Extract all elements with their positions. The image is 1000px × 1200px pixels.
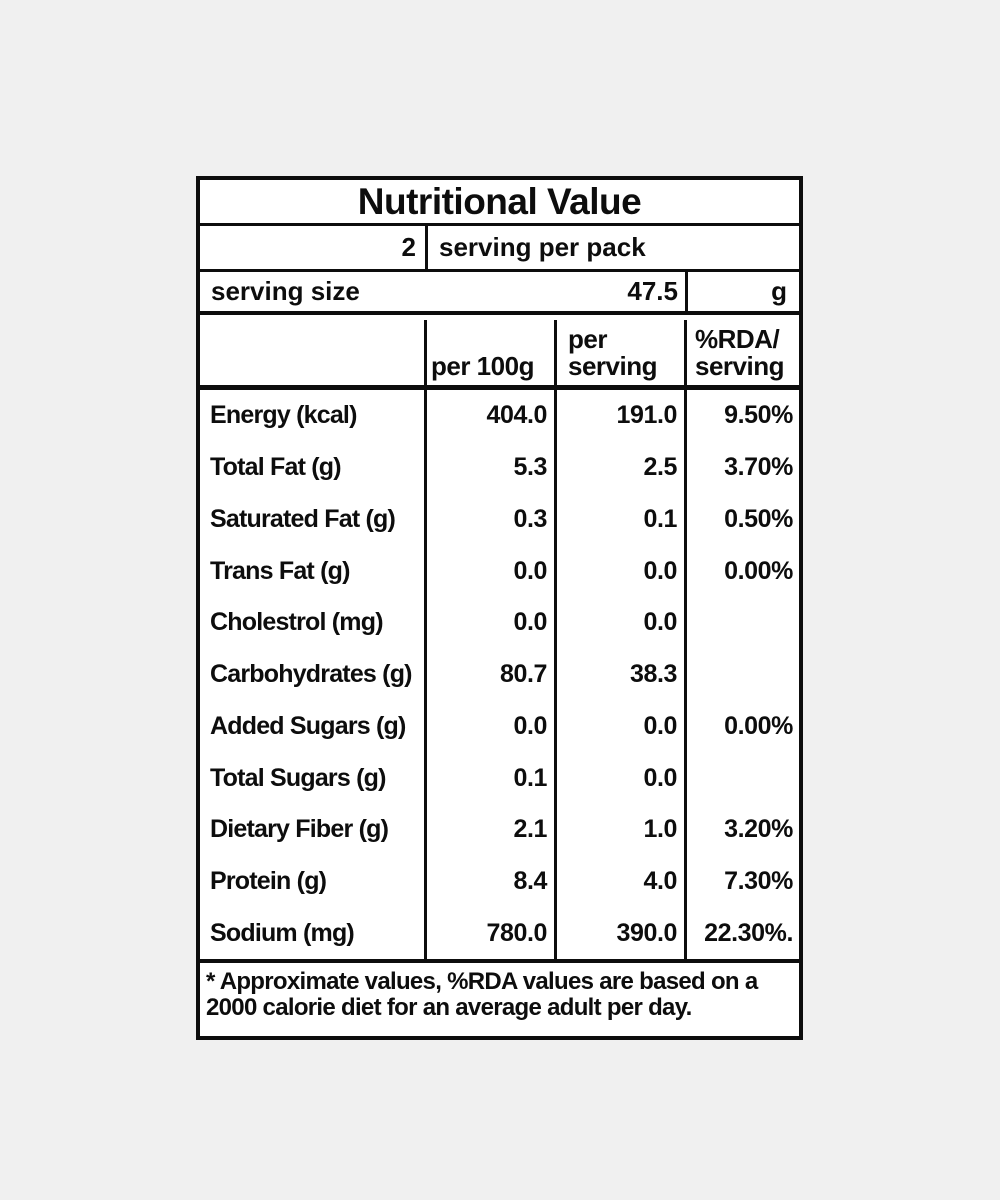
value-per-serving: 0.0 xyxy=(643,763,677,792)
value-per-100g: 0.0 xyxy=(513,556,547,585)
value-per-100g: 8.4 xyxy=(513,866,547,895)
value-per-serving: 2.5 xyxy=(643,453,677,482)
servings-count: 2 xyxy=(401,232,416,262)
value-rda: 3.20% xyxy=(724,815,793,844)
value-per-100g: 0.0 xyxy=(513,711,547,740)
column-divider-3 xyxy=(683,320,687,963)
nutrient-name: Carbohydrates (g) xyxy=(210,660,413,689)
value-per-100g: 0.3 xyxy=(513,504,547,533)
value-per-serving: 1.0 xyxy=(643,815,677,844)
value-per-100g: 5.3 xyxy=(513,453,547,482)
servings-text-cell: serving per pack xyxy=(428,226,799,269)
serving-size-cell: serving size 47.5 xyxy=(200,272,688,311)
value-rda: 7.30% xyxy=(724,866,793,895)
table-row-protein: Protein (g) 8.4 4.0 7.30% xyxy=(200,856,799,908)
value-per-serving: 0.0 xyxy=(643,556,677,585)
serving-size-unit-cell: g xyxy=(688,272,799,311)
value-per-100g: 0.0 xyxy=(513,608,547,637)
value-per-100g: 80.7 xyxy=(499,660,547,689)
table-row-total-sugars: Total Sugars (g) 0.1 0.0 xyxy=(200,752,799,804)
value-rda: 22.30%. xyxy=(704,918,793,947)
nutrient-name: Dietary Fiber (g) xyxy=(210,815,389,844)
value-per-100g: 0.1 xyxy=(513,763,547,792)
nutrition-table: per 100g per serving %RDA/ serving Energ… xyxy=(200,315,799,963)
label-title-row: Nutritional Value xyxy=(200,180,799,226)
value-rda: 0.00% xyxy=(724,711,793,740)
nutrition-label: Nutritional Value 2 serving per pack ser… xyxy=(196,176,803,1040)
serving-size-unit: g xyxy=(771,276,787,306)
footnote: * Approximate values, %RDA values are ba… xyxy=(200,963,799,1036)
table-row-cholestrol: Cholestrol (mg) 0.0 0.0 xyxy=(200,597,799,649)
servings-text: serving per pack xyxy=(439,232,646,262)
label-title: Nutritional Value xyxy=(357,180,642,222)
table-row-sodium: Sodium (mg) 780.0 390.0 22.30%. xyxy=(200,907,799,959)
table-row-saturated-fat: Saturated Fat (g) 0.3 0.1 0.50% xyxy=(200,493,799,545)
value-per-100g: 404.0 xyxy=(486,401,547,430)
header-per-serving: per serving xyxy=(556,315,686,385)
value-rda: 0.50% xyxy=(724,504,793,533)
nutrient-name: Total Sugars (g) xyxy=(210,763,386,792)
table-row-added-sugars: Added Sugars (g) 0.0 0.0 0.00% xyxy=(200,700,799,752)
servings-count-cell: 2 xyxy=(200,226,428,269)
header-nutrient-cell xyxy=(200,315,425,385)
column-divider-2 xyxy=(553,320,557,963)
header-rda-serving: %RDA/ serving xyxy=(686,315,799,385)
header-rda-line2: serving xyxy=(695,351,785,381)
header-per-100g: per 100g xyxy=(425,315,556,385)
header-per-100g-text: per 100g xyxy=(431,351,534,381)
nutrient-rows: Energy (kcal) 404.0 191.0 9.50% Total Fa… xyxy=(200,390,799,963)
nutrient-name: Cholestrol (mg) xyxy=(210,608,384,637)
value-per-serving: 38.3 xyxy=(629,660,677,689)
header-per-serving-line1: per xyxy=(568,324,607,354)
nutrient-name: Energy (kcal) xyxy=(210,401,357,430)
column-header-row: per 100g per serving %RDA/ serving xyxy=(200,315,799,390)
column-divider-1 xyxy=(423,320,427,963)
value-rda: 9.50% xyxy=(724,401,793,430)
table-row-dietary-fiber: Dietary Fiber (g) 2.1 1.0 3.20% xyxy=(200,804,799,856)
value-per-serving: 191.0 xyxy=(616,401,677,430)
footnote-line2: 2000 calorie diet for an average adult p… xyxy=(206,994,692,1021)
value-per-serving: 0.0 xyxy=(643,608,677,637)
table-row-energy: Energy (kcal) 404.0 191.0 9.50% xyxy=(200,390,799,442)
value-rda: 3.70% xyxy=(724,453,793,482)
header-rda-line1: %RDA/ xyxy=(695,324,780,354)
table-row-carbohydrates: Carbohydrates (g) 80.7 38.3 xyxy=(200,649,799,701)
value-per-serving: 0.0 xyxy=(643,711,677,740)
nutrient-name: Trans Fat (g) xyxy=(210,556,350,585)
serving-size-label: serving size xyxy=(211,276,360,306)
value-rda: 0.00% xyxy=(724,556,793,585)
header-per-serving-line2: serving xyxy=(568,351,658,381)
table-row-trans-fat: Trans Fat (g) 0.0 0.0 0.00% xyxy=(200,545,799,597)
serving-size-value: 47.5 xyxy=(627,276,678,306)
servings-per-pack-row: 2 serving per pack xyxy=(200,226,799,272)
value-per-100g: 780.0 xyxy=(486,918,547,947)
value-per-serving: 0.1 xyxy=(643,504,677,533)
footnote-line1: * Approximate values, %RDA values are ba… xyxy=(206,968,758,995)
nutrient-name: Saturated Fat (g) xyxy=(210,504,396,533)
value-per-100g: 2.1 xyxy=(513,815,547,844)
table-row-total-fat: Total Fat (g) 5.3 2.5 3.70% xyxy=(200,442,799,494)
serving-size-row: serving size 47.5 g xyxy=(200,272,799,315)
value-per-serving: 4.0 xyxy=(643,866,677,895)
nutrient-name: Protein (g) xyxy=(210,866,327,895)
nutrient-name: Added Sugars (g) xyxy=(210,711,406,740)
nutrient-name: Sodium (mg) xyxy=(210,918,355,947)
nutrient-name: Total Fat (g) xyxy=(210,453,342,482)
value-per-serving: 390.0 xyxy=(616,918,677,947)
